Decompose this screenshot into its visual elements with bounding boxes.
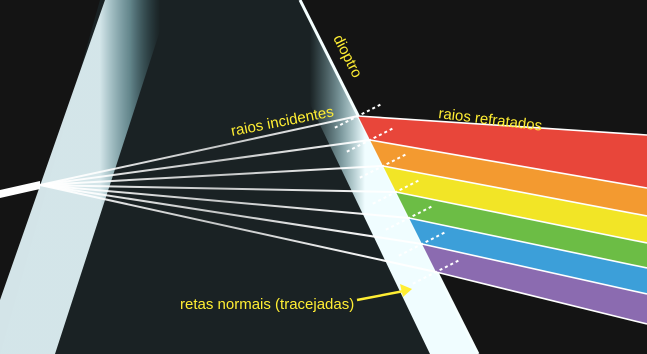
incident-beam-source bbox=[0, 181, 40, 198]
normal-line bbox=[372, 179, 420, 205]
normal-lines bbox=[334, 103, 460, 285]
spectrum-band-blue bbox=[409, 218, 647, 294]
normal-line bbox=[346, 127, 394, 153]
refracted-spectrum bbox=[357, 115, 647, 325]
spectrum-band-green bbox=[396, 192, 647, 268]
refracted-ray-edge bbox=[421, 243, 647, 295]
normal-line bbox=[359, 153, 407, 179]
incident-ray bbox=[39, 184, 410, 219]
refracted-ray-edge bbox=[357, 115, 647, 136]
refracted-ray-edge bbox=[382, 165, 647, 217]
incident-ray bbox=[39, 184, 397, 193]
spectrum-band-orange bbox=[370, 140, 647, 216]
refracted-ray-edge bbox=[369, 139, 647, 189]
refracted-ray-edge bbox=[408, 217, 647, 269]
arrow-icon bbox=[356, 284, 412, 302]
incident-ray bbox=[39, 165, 384, 186]
refracted-ray-edge bbox=[435, 271, 647, 325]
prism bbox=[0, 0, 480, 354]
normal-line bbox=[398, 231, 446, 257]
incident-ray bbox=[39, 184, 437, 273]
normal-line bbox=[385, 205, 433, 231]
incident-rays bbox=[0, 115, 437, 273]
incident-ray bbox=[39, 139, 371, 186]
spectrum-band-violet bbox=[422, 244, 647, 324]
spectrum-band-yellow bbox=[383, 166, 647, 243]
refracted-ray-edge bbox=[395, 191, 647, 244]
prism-right-face bbox=[260, 0, 478, 354]
normal-line bbox=[412, 259, 460, 285]
normal-line bbox=[334, 103, 382, 129]
incident-ray bbox=[39, 115, 359, 186]
prism-left-face bbox=[0, 0, 170, 354]
incident-ray bbox=[39, 184, 423, 245]
retas-normais-label: retas normais (tracejadas) bbox=[180, 296, 354, 313]
spectrum-band-red bbox=[358, 116, 647, 188]
